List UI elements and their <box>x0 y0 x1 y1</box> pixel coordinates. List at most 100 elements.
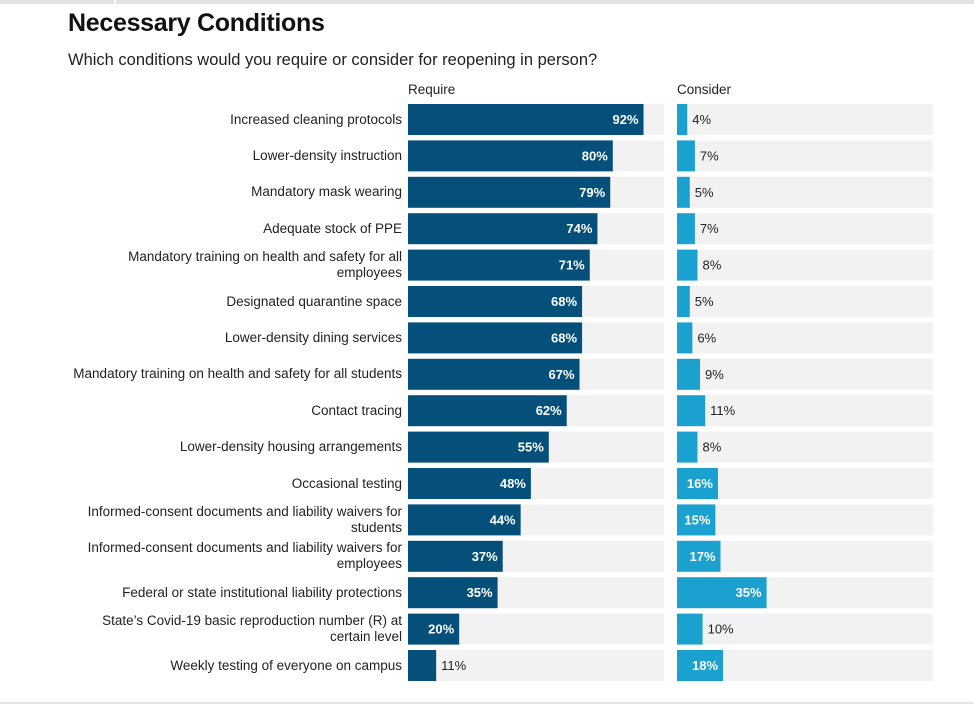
require-bar-state-s-covid-19-basic-reproduction-number-r-at-certain-level <box>408 613 460 645</box>
category-label: Lower-density housing arrangements <box>179 439 402 455</box>
consider-bar-lower-density-instruction <box>677 140 695 172</box>
require-bar-increased-cleaning-protocols <box>408 104 644 135</box>
consider-bar-informed-consent-documents-and-liability-waivers-for-students <box>677 504 716 536</box>
consider-value-label: 5% <box>695 185 714 200</box>
category-label: Lower-density instruction <box>252 147 402 163</box>
consider-track <box>677 468 933 499</box>
category-label: Weekly testing of everyone on campus <box>170 657 402 673</box>
category-label: State’s Covid-19 basic reproduction numb… <box>102 613 402 645</box>
top-rule <box>0 0 974 4</box>
require-bar-contact-tracing <box>408 395 567 427</box>
require-value-label: 37% <box>472 549 498 564</box>
category-label: Contact tracing <box>311 402 402 418</box>
consider-bar-contact-tracing <box>677 395 706 427</box>
consider-bar-weekly-testing-of-everyone-on-campus <box>677 650 724 681</box>
require-value-label: 48% <box>500 476 526 491</box>
consider-value-label: 4% <box>692 112 711 127</box>
consider-bar-lower-density-dining-services <box>677 322 693 354</box>
category-label: Increased cleaning protocols <box>230 111 402 127</box>
consider-value-label: 8% <box>702 258 721 273</box>
require-bar-weekly-testing-of-everyone-on-campus <box>408 650 437 681</box>
require-bar-mandatory-training-on-health-and-safety-for-all-students <box>408 358 580 390</box>
require-bar-occasional-testing <box>408 468 531 499</box>
require-panel-header: Require <box>408 82 456 97</box>
require-value-label: 67% <box>548 367 574 382</box>
category-label: Occasional testing <box>291 475 402 491</box>
require-value-label: 35% <box>467 585 493 600</box>
category-label: Lower-density dining services <box>224 329 402 345</box>
consider-track <box>677 176 933 208</box>
require-bar-federal-or-state-institutional-liability-protections <box>408 577 498 609</box>
consider-value-label: 10% <box>708 622 734 637</box>
consider-value-label: 16% <box>687 476 713 491</box>
require-value-label: 44% <box>490 512 516 527</box>
consider-bar-informed-consent-documents-and-liability-waivers-for-employees <box>677 540 721 572</box>
consider-track <box>677 249 933 281</box>
category-label: Informed-consent documents and liability… <box>87 540 402 572</box>
require-bar-designated-quarantine-space <box>408 286 583 317</box>
consider-bar-occasional-testing <box>677 468 718 499</box>
require-bar-lower-density-housing-arrangements <box>408 431 549 463</box>
require-bar-informed-consent-documents-and-liability-waivers-for-students <box>408 504 521 536</box>
require-value-label: 68% <box>551 330 577 345</box>
require-bar-informed-consent-documents-and-liability-waivers-for-employees <box>408 540 503 572</box>
consider-value-label: 18% <box>692 658 718 673</box>
consider-track <box>677 140 933 172</box>
category-label: Informed-consent documents and liability… <box>87 503 402 535</box>
consider-track <box>677 104 933 135</box>
consider-track <box>677 322 933 354</box>
require-value-label: 71% <box>559 258 585 273</box>
category-label: Mandatory training on health and safety … <box>128 249 402 281</box>
consider-track <box>677 504 933 536</box>
require-bar-mandatory-mask-wearing <box>408 176 611 208</box>
consider-value-label: 5% <box>695 294 714 309</box>
require-bar-lower-density-dining-services <box>408 322 583 354</box>
consider-value-label: 9% <box>705 367 724 382</box>
consider-track <box>677 431 933 463</box>
require-value-label: 92% <box>612 112 638 127</box>
require-bar-lower-density-instruction <box>408 140 613 172</box>
consider-bar-adequate-stock-of-ppe <box>677 213 695 245</box>
consider-panel-header: Consider <box>677 82 732 97</box>
require-value-label: 80% <box>582 148 608 163</box>
require-value-label: 20% <box>428 622 454 637</box>
consider-bar-mandatory-mask-wearing <box>677 176 690 208</box>
require-value-label: 55% <box>518 440 544 455</box>
category-label: Designated quarantine space <box>226 293 402 309</box>
bottom-rule <box>0 702 974 704</box>
consider-value-label: 17% <box>689 549 715 564</box>
require-bar-adequate-stock-of-ppe <box>408 213 598 245</box>
require-value-label: 62% <box>536 403 562 418</box>
require-value-label: 74% <box>566 221 592 236</box>
consider-track <box>677 395 933 427</box>
consider-bar-mandatory-training-on-health-and-safety-for-all-students <box>677 358 701 390</box>
category-label: Adequate stock of PPE <box>263 220 402 236</box>
category-label: Mandatory mask wearing <box>251 184 402 200</box>
consider-value-label: 6% <box>697 330 716 345</box>
require-value-label: 79% <box>579 185 605 200</box>
require-track <box>408 650 664 681</box>
consider-track <box>677 286 933 317</box>
category-label: Mandatory training on health and safety … <box>73 366 402 382</box>
consider-bar-designated-quarantine-space <box>677 286 690 317</box>
consider-bar-lower-density-housing-arrangements <box>677 431 698 463</box>
consider-value-label: 15% <box>684 512 710 527</box>
consider-track <box>677 358 933 390</box>
top-rule-gap <box>114 0 116 4</box>
consider-bar-federal-or-state-institutional-liability-protections <box>677 577 767 609</box>
consider-value-label: 8% <box>702 440 721 455</box>
consider-track <box>677 613 933 645</box>
consider-track <box>677 213 933 245</box>
consider-bar-increased-cleaning-protocols <box>677 104 688 135</box>
chart-subtitle: Which conditions would you require or co… <box>68 51 598 69</box>
require-value-label: 68% <box>551 294 577 309</box>
require-bar-mandatory-training-on-health-and-safety-for-all-employees <box>408 249 590 281</box>
consider-value-label: 35% <box>736 585 762 600</box>
consider-value-label: 7% <box>700 221 719 236</box>
consider-bar-state-s-covid-19-basic-reproduction-number-r-at-certain-level <box>677 613 703 645</box>
chart-title: Necessary Conditions <box>68 9 325 37</box>
require-value-label: 11% <box>441 658 466 673</box>
consider-value-label: 11% <box>710 403 735 418</box>
consider-value-label: 7% <box>700 148 719 163</box>
